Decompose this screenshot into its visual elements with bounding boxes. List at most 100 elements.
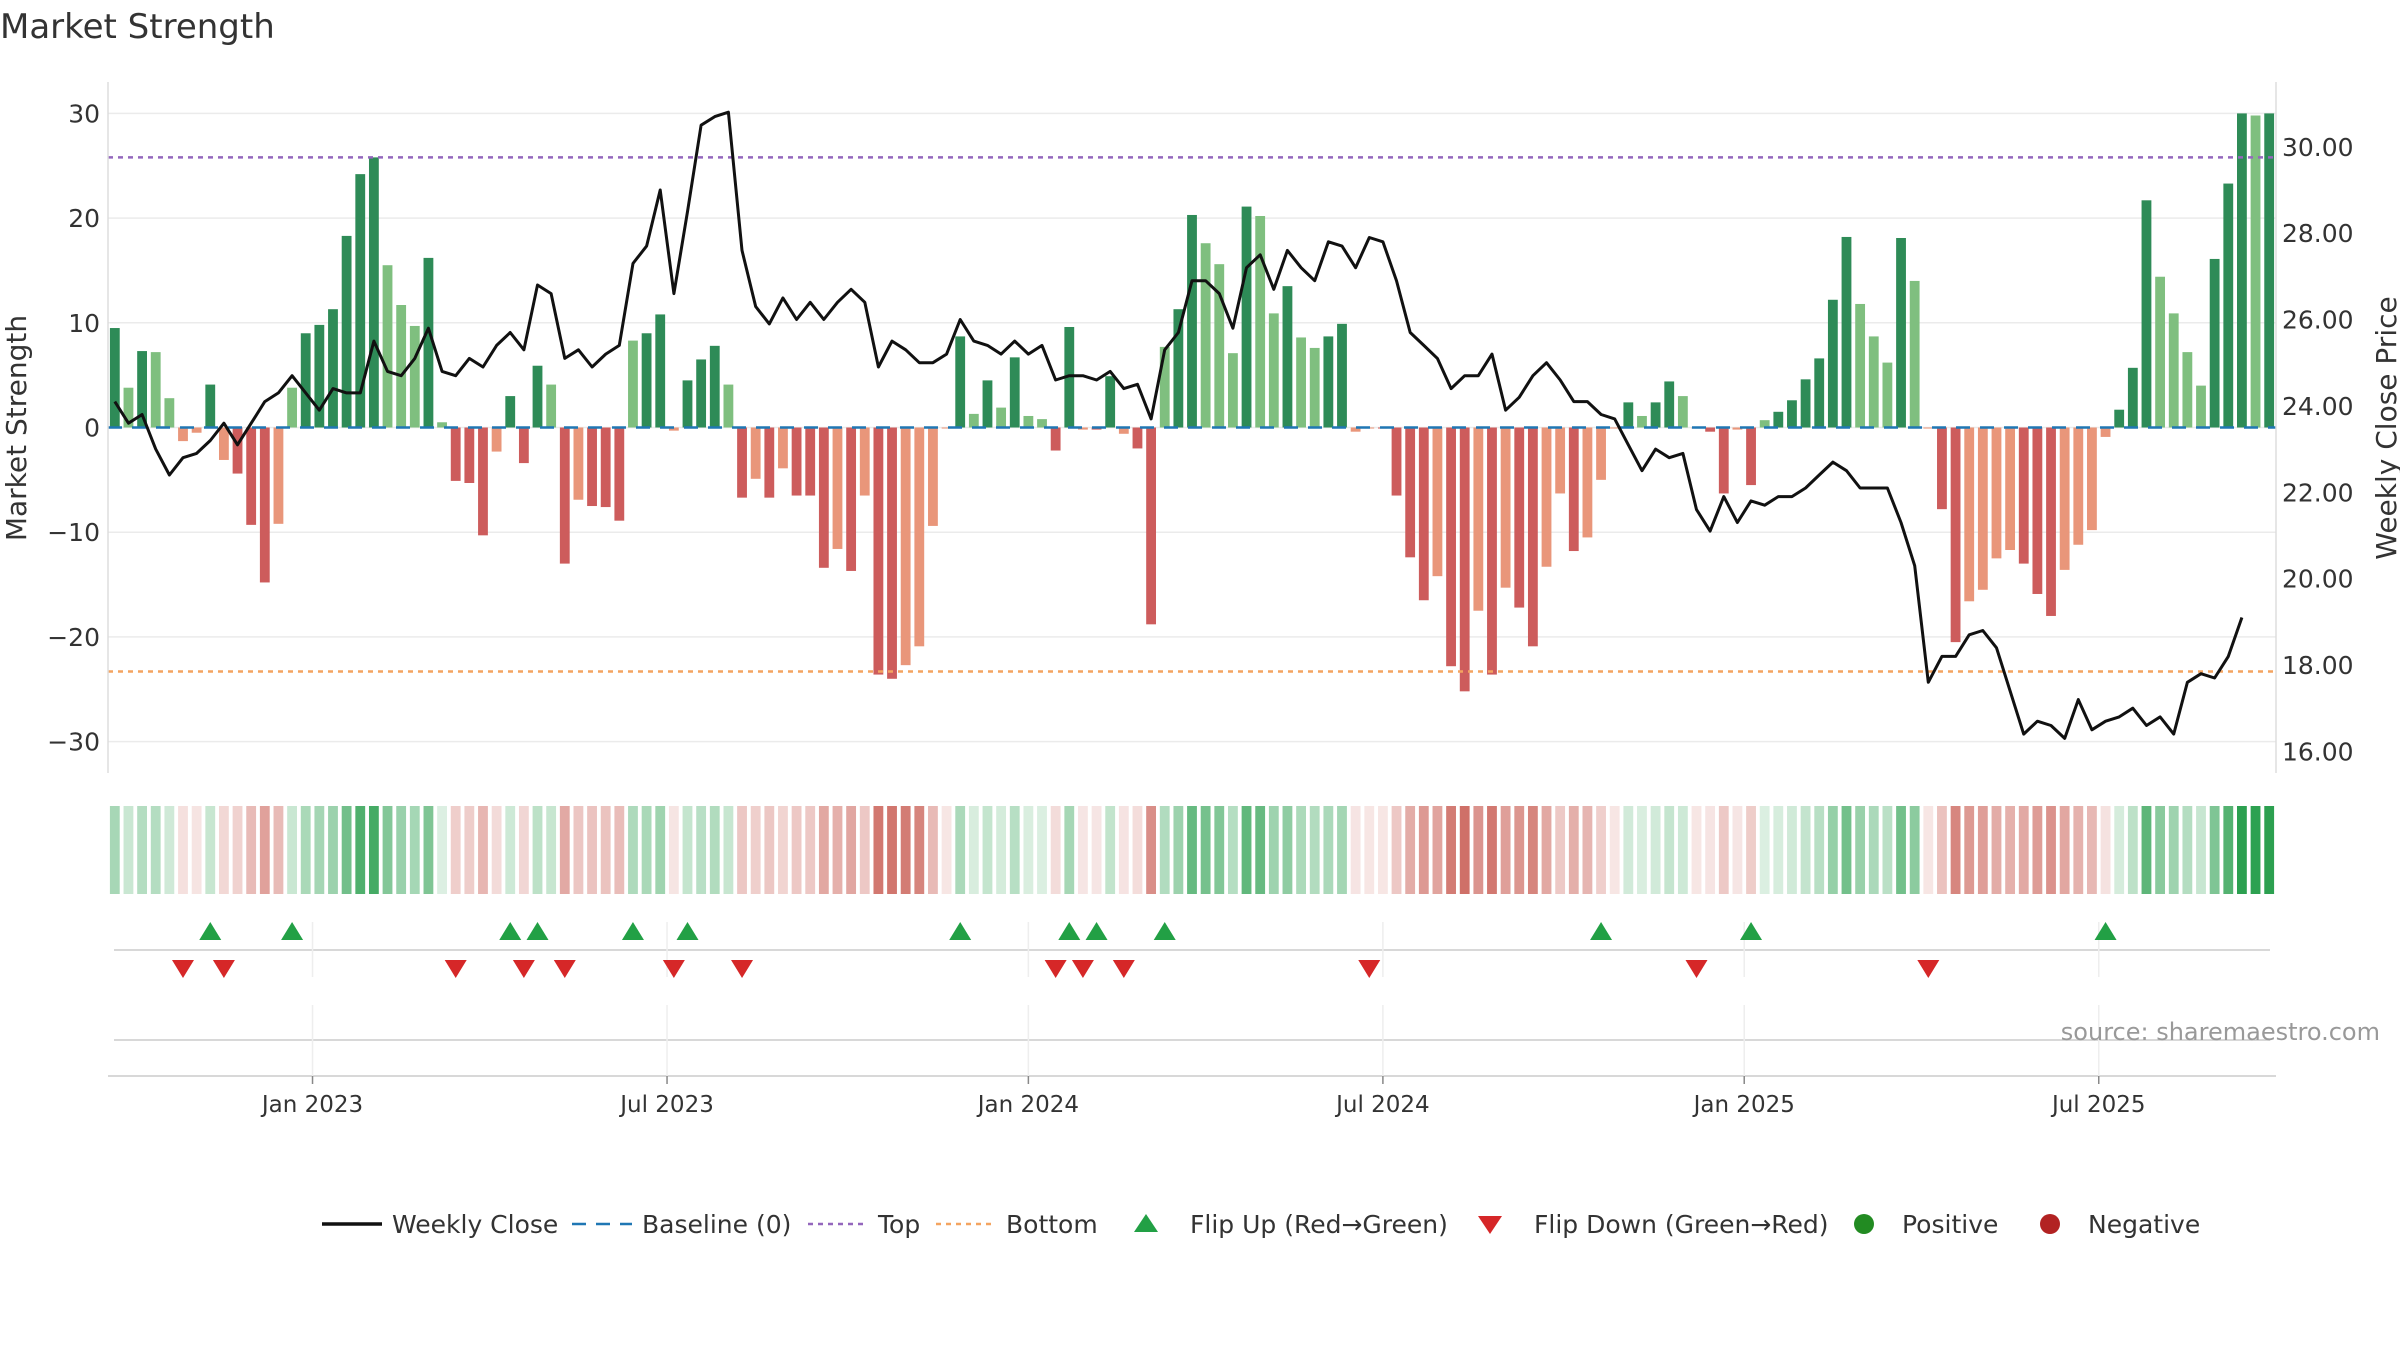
heat-cell [2223, 806, 2234, 894]
heat-cell [682, 806, 693, 894]
heat-cell [1337, 806, 1347, 894]
heat-cell [1214, 806, 1225, 894]
flip-markers-panel [114, 922, 2270, 978]
heat-cell [1950, 806, 1961, 894]
strength-bar [218, 427, 229, 460]
strength-bar [600, 427, 611, 508]
strength-bar [1827, 299, 1838, 428]
heat-cell [1459, 806, 1470, 894]
heat-cell [300, 806, 311, 894]
strength-bar [1173, 309, 1184, 428]
y-tick-right: 24.00 [2282, 392, 2354, 421]
heat-cell [628, 806, 638, 894]
flip-up-marker [621, 922, 644, 940]
flip-down-marker [171, 960, 194, 978]
strength-bar [396, 305, 407, 428]
strength-bar [1105, 376, 1116, 428]
strength-bar [1487, 427, 1497, 675]
flip-down-marker [662, 960, 685, 978]
flip-up-marker [1058, 922, 1081, 940]
strength-bar [1841, 236, 1852, 428]
reference-lines [108, 156, 2276, 673]
strength-bar [1350, 427, 1361, 432]
strength-bar [1718, 427, 1729, 494]
flip-down-marker [444, 960, 467, 978]
strength-bar [2155, 276, 2166, 428]
strength-bar [1037, 419, 1047, 428]
heat-cell [1391, 806, 1402, 894]
strength-bar [1118, 427, 1129, 434]
heat-cell [2059, 806, 2070, 894]
strength-bar [1787, 400, 1797, 428]
strength-bar [1050, 427, 1061, 451]
heat-cell [1746, 806, 1756, 894]
heat-cell [2237, 806, 2247, 894]
strength-bar [1582, 427, 1593, 538]
strength-bar [1282, 286, 1293, 428]
strength-bar [996, 407, 1007, 428]
y-tick-right: 20.00 [2282, 565, 2354, 594]
strength-bar [791, 427, 802, 496]
weekly-close-line [113, 110, 2244, 740]
x-tick-label: Jan 2024 [976, 1092, 1079, 1118]
heat-cell [1773, 806, 1784, 894]
legend-label: Weekly Close [392, 1210, 558, 1239]
heat-cell [1732, 806, 1743, 894]
heat-cell [1637, 806, 1647, 894]
heat-cell [2182, 806, 2193, 894]
legend-swatch-flip-down [1478, 1216, 1502, 1234]
heat-cell [1078, 806, 1088, 894]
heat-cell [641, 806, 652, 894]
heat-cell [341, 806, 352, 894]
strength-bar [1991, 427, 2002, 559]
flip-down-marker [1071, 960, 1094, 978]
strength-bar [328, 309, 338, 428]
legend-label: Top [877, 1210, 920, 1239]
y-tick-right: 28.00 [2282, 219, 2354, 248]
strength-bar [478, 427, 488, 536]
strength-bar [2223, 183, 2234, 428]
flip-down-marker [731, 960, 754, 978]
heat-cell [328, 806, 338, 894]
y-tick-left: −20 [47, 623, 100, 652]
heat-cell [1296, 806, 1306, 894]
heat-cell [573, 806, 584, 894]
strength-bar [1214, 264, 1225, 428]
heat-cell [1582, 806, 1593, 894]
heat-cell [109, 806, 120, 894]
heat-cell [532, 806, 543, 894]
legend-label: Baseline (0) [642, 1210, 791, 1239]
strength-bar [491, 427, 502, 452]
strength-bar [355, 174, 366, 428]
heat-cell [982, 806, 993, 894]
heat-cell [1937, 806, 1947, 894]
heat-cell [1827, 806, 1838, 894]
strength-bar [546, 384, 557, 428]
legend-label: Flip Up (Red→Green) [1190, 1210, 1448, 1239]
strength-bar [682, 380, 693, 428]
strength-bar [805, 427, 816, 496]
strength-bar [123, 387, 134, 428]
strength-bar [587, 427, 597, 507]
heat-cell [2018, 806, 2029, 894]
strength-bar [900, 427, 911, 666]
heat-cell [1200, 806, 1211, 894]
flip-up-marker [1590, 922, 1613, 940]
heat-cell [2196, 806, 2206, 894]
strength-bar [368, 157, 379, 428]
strength-bar [2059, 427, 2070, 570]
heat-cell [546, 806, 557, 894]
heat-cell [1991, 806, 2002, 894]
heat-cell [1527, 806, 1538, 894]
heat-cell [1896, 806, 1906, 894]
strength-bar [1146, 427, 1157, 625]
strength-bar [109, 328, 120, 428]
heat-cell [123, 806, 134, 894]
heat-cell [1923, 806, 1934, 894]
legend-label: Positive [1902, 1210, 1998, 1239]
strength-bar [341, 235, 352, 428]
heat-cell [1105, 806, 1116, 894]
strength-bar [314, 324, 325, 428]
heat-cell [2114, 806, 2125, 894]
y-tick-left: −30 [47, 728, 100, 757]
